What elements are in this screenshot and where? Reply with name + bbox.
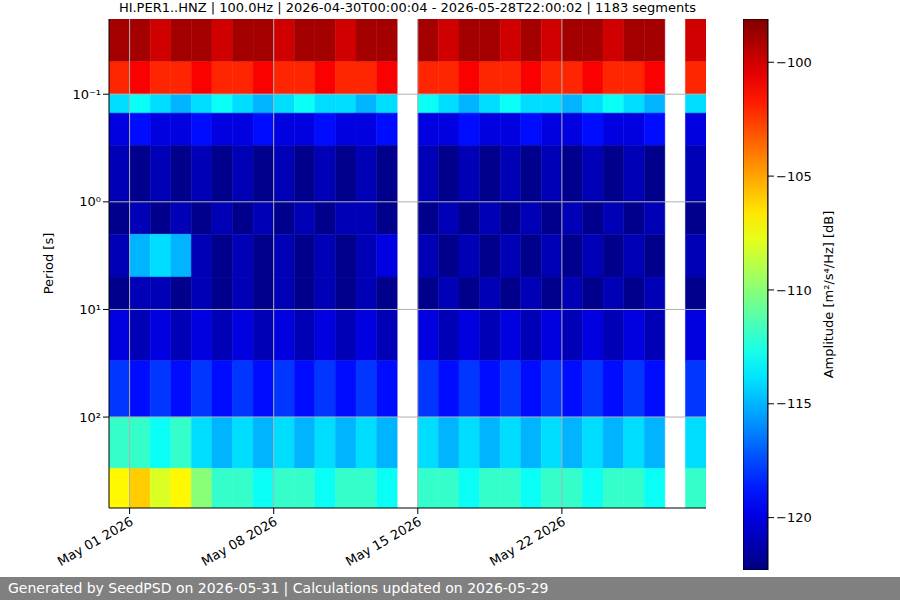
- svg-text:−105: −105: [776, 169, 812, 184]
- html-text:HI.PER1..HNZ | 100.0Hz | 2026-: HI.PER1..HNZ | 100.0Hz | 2026-04-30T00:0…: [118, 0, 697, 15]
- svg-text:−110: −110: [776, 283, 812, 298]
- svg-text:May 22 2026: May 22 2026: [487, 514, 568, 569]
- svg-text:10¹: 10¹: [79, 302, 101, 317]
- svg-text:−100: −100: [776, 55, 812, 70]
- svg-text:May 01 2026: May 01 2026: [55, 514, 136, 569]
- svg-text:May 15 2026: May 15 2026: [343, 514, 424, 569]
- svg-text:May 08 2026: May 08 2026: [199, 514, 280, 569]
- svg-text:10⁰: 10⁰: [79, 194, 101, 209]
- svg-text:Period [s]: Period [s]: [41, 233, 56, 295]
- svg-text:10²: 10²: [79, 410, 101, 425]
- svg-text:−115: −115: [776, 396, 812, 411]
- svg-text:Amplitude [m²/s⁴/Hz] [dB]: Amplitude [m²/s⁴/Hz] [dB]: [821, 211, 836, 379]
- svg-text:10⁻¹: 10⁻¹: [72, 87, 101, 102]
- html-text:Generated by SeedPSD on 2026-0: Generated by SeedPSD on 2026-05-31 | Cal…: [8, 580, 549, 596]
- svg-text:−120: −120: [776, 510, 812, 525]
